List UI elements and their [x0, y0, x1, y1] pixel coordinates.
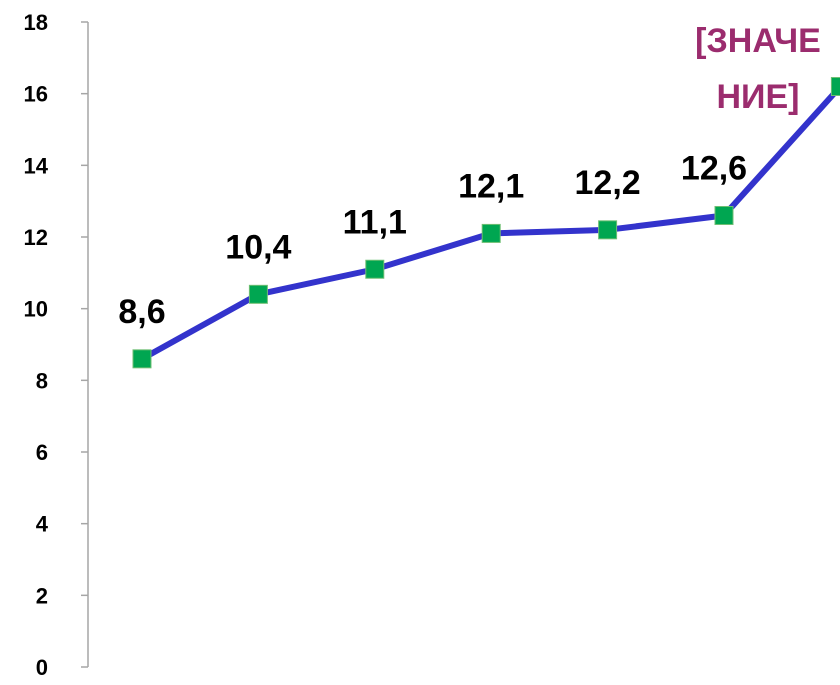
- marker-layer: [132, 77, 840, 369]
- data-label-line-1: [ЗНАЧЕ: [695, 22, 821, 60]
- data-label-special: [ЗНАЧЕ НИЕ]: [695, 22, 821, 116]
- series-line: [139, 83, 840, 362]
- data-label: 10,4: [225, 228, 291, 266]
- data-label: 8,6: [118, 293, 165, 331]
- y-tick-label: 14: [24, 153, 49, 178]
- y-tick-label: 0: [36, 655, 48, 680]
- y-tick-label: 16: [24, 82, 48, 107]
- y-tick-label: 10: [24, 297, 48, 322]
- data-label-line-2: НИЕ]: [717, 78, 800, 116]
- y-tick-label: 6: [36, 440, 48, 465]
- label-layer: 8,6 10,4 11,1 12,1 12,2 12,6 [ЗНАЧЕ НИЕ]: [118, 22, 820, 331]
- data-point-marker: [365, 259, 385, 279]
- y-tick-label: 2: [36, 583, 48, 608]
- y-tick-label: 12: [24, 225, 48, 250]
- data-point-marker: [830, 77, 840, 96]
- data-point-marker: [248, 284, 268, 304]
- data-point-marker: [481, 223, 501, 243]
- data-label: 12,2: [575, 164, 641, 202]
- data-label: 11,1: [343, 203, 407, 241]
- line-layer: [139, 83, 840, 362]
- axis-layer: 0 2 4 6 8 10 12 14 16 18: [24, 10, 89, 680]
- data-label: 12,1: [458, 167, 524, 205]
- y-tick-label: 18: [24, 10, 48, 35]
- data-point-marker: [598, 220, 618, 240]
- y-tick-label: 8: [36, 368, 48, 393]
- data-point-marker: [132, 349, 152, 369]
- data-point-marker: [714, 206, 734, 225]
- y-tick-label: 4: [36, 512, 49, 537]
- data-label: 12,6: [681, 150, 747, 188]
